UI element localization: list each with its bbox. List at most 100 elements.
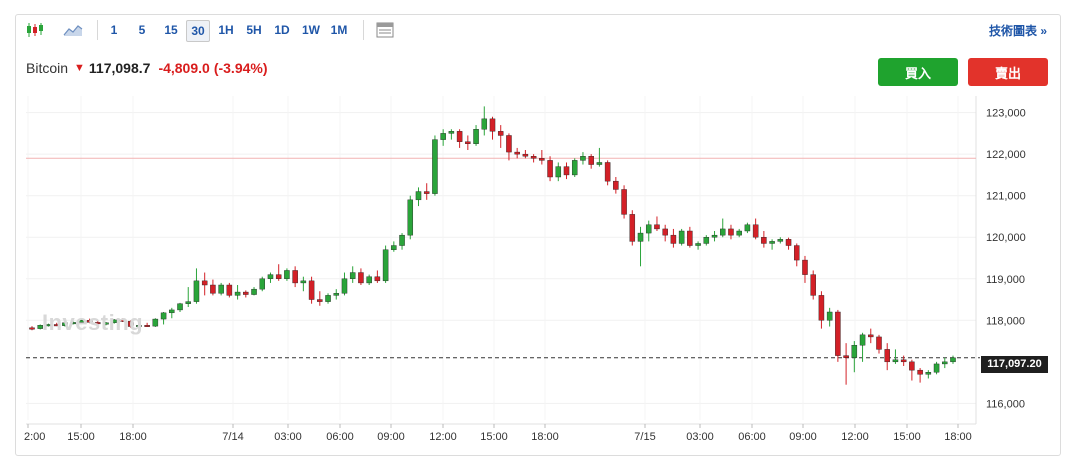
- timeframe-1w[interactable]: 1W: [302, 23, 320, 37]
- candle-body: [218, 284, 224, 294]
- candle-body: [752, 224, 759, 238]
- candle-body: [465, 141, 471, 144]
- candle-body: [613, 180, 619, 190]
- candle-body: [720, 228, 726, 236]
- timeframe-1[interactable]: 1: [110, 23, 118, 37]
- chart-toolbar: 1 5 15 30 1H 5H 1D 1W 1M 技術圖表 »: [15, 14, 1059, 46]
- candle-body: [374, 276, 381, 282]
- candle-body: [917, 369, 923, 375]
- candle-body: [769, 241, 775, 244]
- candle-body: [210, 284, 216, 294]
- candlestick-chart[interactable]: 123,000 122,000 121,000 120,000 119,000 118,0…: [0, 0, 1070, 446]
- candle-body: [169, 309, 175, 314]
- candle-body: [111, 319, 117, 323]
- candle-body: [892, 359, 899, 363]
- toolbar-divider: [97, 20, 98, 40]
- candle-body: [275, 274, 282, 279]
- toolbar-divider: [363, 20, 364, 40]
- candlestick-icon[interactable]: [23, 18, 47, 42]
- x-tick-label: 06:00: [326, 431, 354, 443]
- candle-body: [226, 284, 233, 296]
- candle-body: [851, 345, 858, 358]
- candle-body: [308, 280, 315, 300]
- candle-body: [456, 131, 463, 142]
- candle-body: [876, 336, 882, 350]
- candle-body: [243, 291, 249, 295]
- candle-body: [127, 320, 134, 327]
- x-tick-label: 18:00: [944, 431, 972, 443]
- candle-body: [341, 278, 348, 294]
- candle-body: [794, 245, 800, 261]
- timeframe-1d[interactable]: 1D: [274, 23, 290, 37]
- candle-body: [78, 320, 85, 323]
- candle-body: [547, 160, 553, 178]
- timeframe-5h[interactable]: 5H: [246, 23, 262, 37]
- x-tick-label: 12:00: [429, 431, 457, 443]
- candle-body: [86, 320, 93, 323]
- x-tick-label: 09:00: [789, 431, 817, 443]
- sell-button[interactable]: 賣出: [968, 58, 1048, 86]
- candle-body: [497, 131, 504, 136]
- candle-body: [826, 311, 833, 321]
- y-tick-label: 120,000: [986, 232, 1026, 244]
- timeframe-1h[interactable]: 1H: [218, 23, 234, 37]
- candle-body: [604, 162, 611, 182]
- candle-body: [818, 295, 825, 321]
- candle-body: [810, 274, 816, 296]
- area-chart-icon[interactable]: [61, 18, 85, 42]
- timeframe-1m[interactable]: 1M: [330, 23, 348, 37]
- candle-body: [95, 322, 101, 325]
- y-tick-label: 116,000: [986, 398, 1025, 410]
- technical-chart-link[interactable]: 技術圖表 »: [988, 24, 1047, 38]
- timeframe-15[interactable]: 15: [164, 23, 178, 37]
- timeframe-30[interactable]: 30: [186, 20, 210, 42]
- candle-body: [514, 151, 520, 155]
- candle-body: [333, 293, 340, 296]
- candle-body: [530, 156, 537, 159]
- buy-button[interactable]: 買入: [878, 58, 958, 86]
- candle-body: [152, 318, 159, 327]
- candle-body: [637, 232, 644, 242]
- candle-body: [802, 259, 808, 275]
- y-tick-label: 118,000: [986, 315, 1025, 327]
- candle-body: [884, 349, 890, 363]
- quote-header: Bitcoin ▼ 117,098.7 -4,809.0 (-3.94%): [26, 58, 268, 78]
- candle-body: [900, 359, 907, 363]
- candle-body: [563, 166, 570, 176]
- candle-body: [588, 156, 594, 165]
- y-tick-label: 119,000: [986, 274, 1025, 286]
- candle-body: [843, 355, 849, 358]
- candle-body: [366, 276, 372, 284]
- candle-body: [358, 272, 364, 284]
- candle-body: [177, 303, 183, 311]
- x-tick-label: 7/14: [222, 431, 243, 443]
- candle-body: [678, 230, 685, 244]
- candle-body: [349, 272, 356, 279]
- x-tick-label: 18:00: [119, 431, 147, 443]
- candle-body: [687, 230, 693, 246]
- candle-body: [695, 243, 701, 246]
- candle-body: [580, 156, 586, 161]
- candle-body: [185, 301, 191, 304]
- candle-body: [785, 239, 792, 246]
- candle-body: [629, 214, 636, 242]
- candle-body: [300, 280, 307, 284]
- x-tick-label: 03:00: [274, 431, 302, 443]
- candle-body: [62, 322, 68, 326]
- table-icon[interactable]: [373, 18, 397, 42]
- y-tick-label: 121,000: [986, 191, 1026, 203]
- candle-body: [621, 189, 627, 215]
- investing-watermark: Investing: [42, 310, 144, 335]
- candle-body: [950, 357, 956, 363]
- x-tick-label: 7/15: [634, 431, 655, 443]
- y-tick-label: 122,000: [986, 149, 1026, 161]
- timeframe-5[interactable]: 5: [138, 23, 146, 37]
- candle-body: [440, 133, 446, 140]
- candle-body: [284, 270, 290, 279]
- chart-panel: [15, 14, 1061, 456]
- candle-body: [119, 319, 126, 322]
- candle-body: [909, 361, 915, 371]
- instrument-name: Bitcoin: [26, 60, 69, 76]
- candle-body: [761, 237, 767, 244]
- x-tick-label: 03:00: [686, 431, 714, 443]
